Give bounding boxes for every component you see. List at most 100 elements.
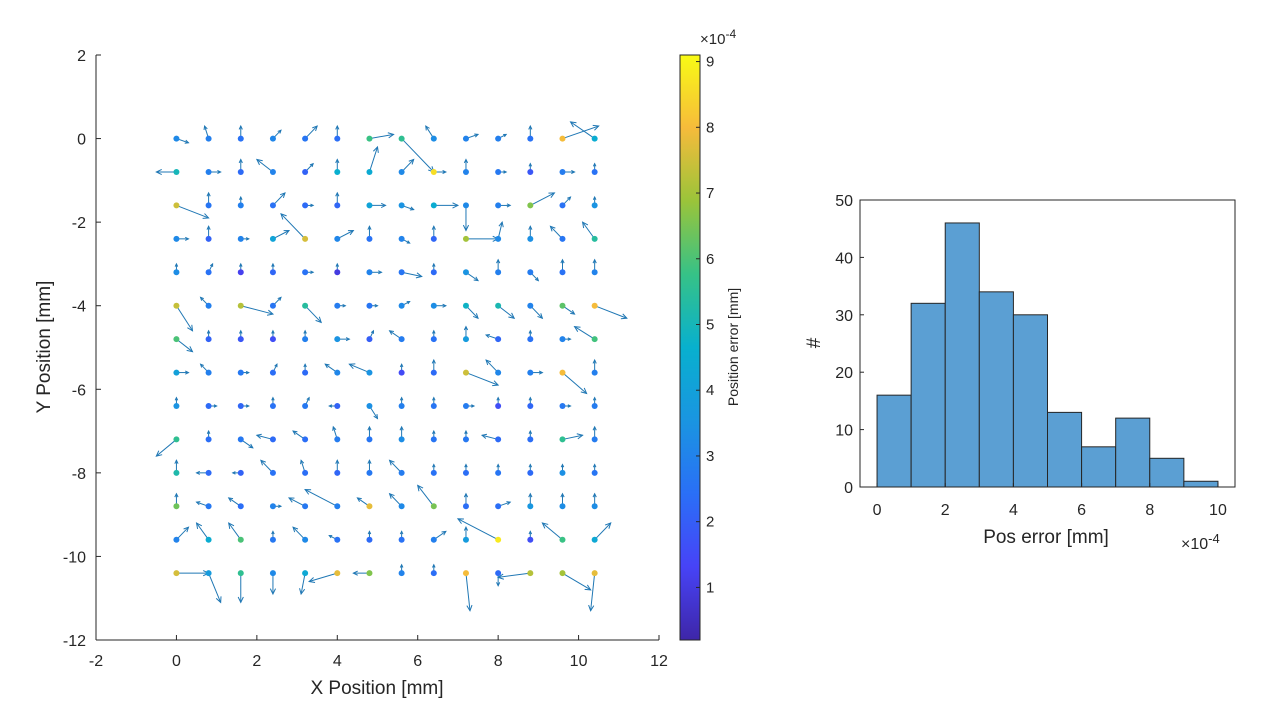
quiver-arrow-head [528,396,533,401]
quiver-arrow [562,372,587,394]
quiver-arrow-head [417,484,424,492]
quiver-arrow-head [335,124,340,130]
quiver-point [527,536,534,543]
quiver-arrow-head [348,363,356,370]
colorbar-exponent-label: ×10-4 [700,27,736,48]
histogram-x-exponent: ×10-4 [1181,531,1220,553]
histogram-bar [1047,411,1083,488]
quiver-arrow [349,363,370,374]
quiver-arrow-head [425,125,430,131]
quiver-arrow-head [528,463,533,468]
quiver-point [302,503,309,510]
quiver-arrow-head [373,414,379,420]
quiver-point [334,436,341,443]
quiver-arrow [497,305,515,319]
quiver-point [366,369,373,376]
quiver-point [237,536,244,543]
quiver-point [173,536,180,543]
quiver-y-ticks: -12 -10 -8 -6 -4 -2 0 2 [63,48,101,650]
quiver-arrow-head [567,196,572,201]
quiver-point [430,336,437,343]
quiver-point [269,403,276,409]
quiver-point [173,336,180,343]
quiver-arrow-head [367,459,372,464]
quiver-point [205,302,212,309]
quiver-arrow-head [292,430,298,436]
quiver-x-tick-label: -2 [89,653,103,670]
quiver-arrow-head [432,396,436,401]
quiver-arrow-head [399,563,404,568]
quiver-arrow-head [309,162,314,168]
quiver-arrow-head [463,325,469,331]
quiver-arrow-head [367,225,372,230]
quiver-point [462,570,469,577]
quiver-point [269,202,276,209]
quiver-arrow-head [567,404,572,408]
quiver-arrow-head [155,168,162,176]
histogram-y-axis-label: # [804,337,825,348]
quiver-point [334,536,341,543]
quiver-arrow-head [238,124,243,130]
quiver-point [591,503,598,510]
quiver-point [495,403,502,409]
quiver-arrow-head [335,262,340,267]
histogram-bar [1012,314,1049,488]
quiver-point [173,235,180,242]
quiver-point [366,570,373,577]
quiver-arrow-head [464,429,468,434]
quiver-arrow-head [277,129,282,134]
quiver-arrow-head [406,301,411,305]
quiver-arrow-head [271,396,275,401]
quiver-point [430,469,437,476]
quiver-point [559,336,566,343]
quiver-arrow-head [388,492,395,499]
quiver-arrow-head [203,124,208,131]
quiver-arrow-head [592,258,597,264]
quiver-point [495,536,502,543]
quiver-point [462,436,469,443]
quiver-arrow [176,305,193,332]
quiver-point [269,336,276,343]
quiver-point [334,202,341,209]
quiver-point [591,169,598,175]
quiver-arrow-head [452,202,460,209]
quiver-arrow-head [217,169,222,175]
quiver-point [237,202,244,209]
quiver-arrow-head [537,313,544,320]
histogram-y-ticks: 0 10 20 30 40 50 [835,193,864,497]
quiver-point [334,269,341,276]
quiver-point [205,202,212,209]
quiver-arrow-head [239,262,243,267]
quiver-point [302,269,309,276]
quiver-arrow-head [378,270,383,275]
quiver-point [495,469,502,476]
quiver-plot-area [96,55,659,640]
colorbar-tick-label: 9 [706,54,714,71]
quiver-point [302,169,309,175]
quiver-point [398,536,405,543]
quiver-point [205,269,212,276]
quiver-arrow-head [373,145,379,153]
quiver-arrow-head [380,202,387,208]
quiver-arrow-head [474,133,480,138]
quiver-point [527,235,534,242]
quiver-arrow-head [174,492,179,498]
quiver-point [495,503,502,510]
quiver-arrow-head [248,443,254,449]
quiver-point [495,202,502,209]
quiver-arrow [562,434,583,440]
quiver-point [334,169,341,175]
quiver-point [173,169,180,175]
quiver-point [205,570,212,577]
quiver-point [205,169,212,175]
quiver-arrow-head [199,363,204,368]
quiver-point [205,235,212,242]
quiver-arrow-head [274,363,278,368]
quiver-point [237,336,244,343]
quiver-arrow-head [503,133,508,138]
quiver-arrow-head [227,497,234,503]
quiver-point [366,269,373,276]
quiver-arrow [465,372,499,386]
quiver-arrow-head [496,463,500,468]
quiver-arrow-head [406,240,411,244]
